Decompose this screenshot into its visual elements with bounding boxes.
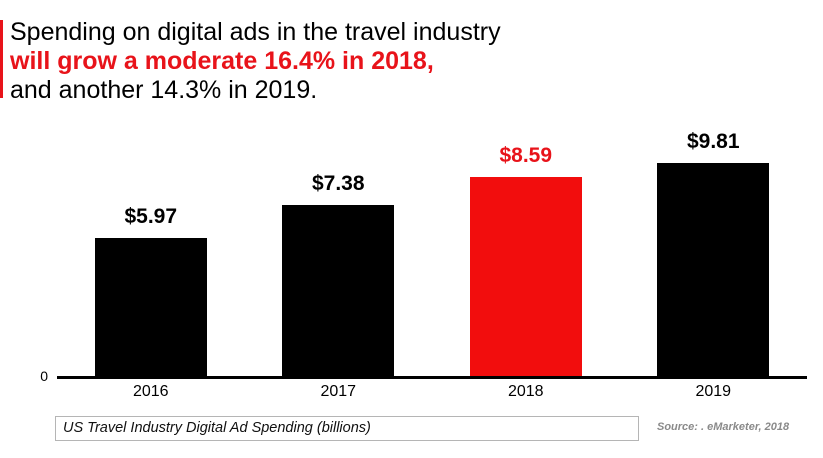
- bar-value-label-2016: $5.97: [124, 205, 178, 228]
- y-axis-zero-tick: 0: [40, 368, 48, 384]
- headline-line-3: and another 14.3% in 2019.: [10, 76, 318, 104]
- headline: Spending on digital ads in the travel in…: [10, 18, 501, 105]
- bar-group-2016: $5.97: [57, 130, 245, 378]
- bar-2018-highlighted: [469, 177, 582, 378]
- x-tick-2017: 2017: [320, 383, 357, 400]
- x-tick-2019: 2019: [695, 383, 732, 400]
- headline-line-2-highlight: will grow a moderate 16.4% in 2018,: [10, 47, 434, 75]
- bar-2017: [282, 205, 395, 378]
- bar-value-label-2017: $7.38: [311, 172, 365, 195]
- bar-group-2018: $8.59: [432, 130, 620, 378]
- source-attribution: Source: . eMarketer, 2018: [657, 421, 790, 433]
- x-axis-line: [57, 376, 807, 379]
- x-axis-tick-labels: 2016 2017 2018 2019: [57, 383, 807, 401]
- bar-value-label-2019: $9.81: [686, 130, 740, 153]
- bar-value-label-2018: $8.59: [499, 144, 553, 167]
- bar-group-2019: $9.81: [620, 130, 808, 378]
- bar-chart: $5.97 $7.38 $8.59 $9.81: [57, 130, 807, 378]
- bar-2016: [94, 238, 207, 378]
- x-tick-2018: 2018: [507, 383, 544, 400]
- bar-2019: [657, 163, 770, 378]
- x-tick-2016: 2016: [132, 383, 169, 400]
- chart-caption-box: US Travel Industry Digital Ad Spending (…: [55, 416, 639, 441]
- headline-line-1: Spending on digital ads in the travel in…: [10, 18, 501, 46]
- red-accent-line: [0, 20, 3, 98]
- bar-group-2017: $7.38: [245, 130, 433, 378]
